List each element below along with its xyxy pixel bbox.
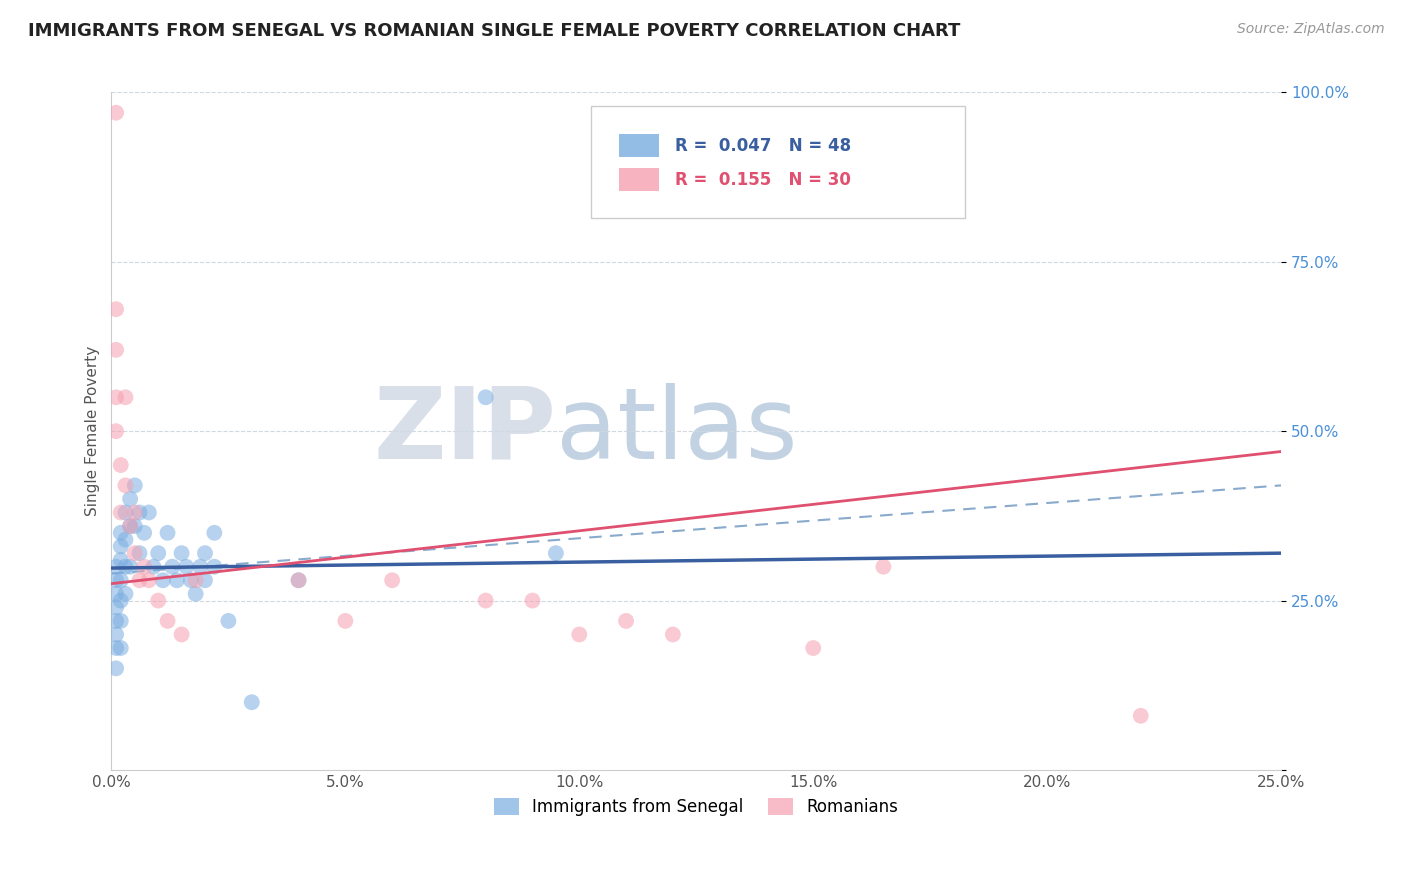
Point <box>180 574 202 588</box>
Point <box>105 600 128 615</box>
Point <box>105 627 128 641</box>
Text: ZIP: ZIP <box>373 383 555 480</box>
Point <box>105 343 128 357</box>
Text: IMMIGRANTS FROM SENEGAL VS ROMANIAN SINGLE FEMALE POVERTY CORRELATION CHART: IMMIGRANTS FROM SENEGAL VS ROMANIAN SING… <box>28 22 960 40</box>
Point <box>160 559 183 574</box>
Point <box>544 546 567 560</box>
Point <box>202 525 225 540</box>
Point <box>202 559 225 574</box>
Point <box>240 695 263 709</box>
Point <box>105 559 128 574</box>
Point <box>138 506 160 520</box>
Point <box>174 559 197 574</box>
Point <box>105 587 128 601</box>
Text: Source: ZipAtlas.com: Source: ZipAtlas.com <box>1237 22 1385 37</box>
Point <box>474 390 496 404</box>
Point <box>148 593 170 607</box>
Point <box>105 390 128 404</box>
Point <box>110 593 132 607</box>
Point <box>184 574 207 588</box>
FancyBboxPatch shape <box>591 106 966 218</box>
Point <box>134 559 156 574</box>
Point <box>614 614 637 628</box>
Point <box>188 559 211 574</box>
Point <box>105 574 128 588</box>
Point <box>142 559 165 574</box>
Point <box>110 540 132 554</box>
FancyBboxPatch shape <box>619 169 659 191</box>
Point <box>114 533 136 547</box>
Point <box>124 506 146 520</box>
Point <box>124 478 146 492</box>
Point <box>156 525 179 540</box>
Point <box>105 105 128 120</box>
Point <box>170 546 193 560</box>
Point <box>128 506 150 520</box>
Point <box>105 424 128 438</box>
Legend: Immigrants from Senegal, Romanians: Immigrants from Senegal, Romanians <box>488 791 905 822</box>
Point <box>287 574 309 588</box>
Point <box>110 574 132 588</box>
Point <box>335 614 357 628</box>
Text: R =  0.155   N = 30: R = 0.155 N = 30 <box>675 170 851 189</box>
Point <box>1129 708 1152 723</box>
Point <box>124 546 146 560</box>
Point <box>105 614 128 628</box>
Point <box>194 546 217 560</box>
Point <box>801 640 824 655</box>
Point <box>110 640 132 655</box>
Point <box>152 574 174 588</box>
Point <box>568 627 591 641</box>
Point <box>184 587 207 601</box>
Point <box>114 506 136 520</box>
Point <box>474 593 496 607</box>
Point <box>166 574 188 588</box>
Point <box>114 390 136 404</box>
Text: R =  0.047   N = 48: R = 0.047 N = 48 <box>675 136 851 155</box>
Point <box>120 491 142 506</box>
Point <box>287 574 309 588</box>
Point <box>114 559 136 574</box>
Point <box>105 661 128 675</box>
Point <box>105 302 128 317</box>
Point <box>114 587 136 601</box>
Point <box>110 614 132 628</box>
Point <box>128 546 150 560</box>
Point <box>114 478 136 492</box>
Point <box>110 458 132 472</box>
Text: atlas: atlas <box>555 383 797 480</box>
Point <box>148 546 170 560</box>
Point <box>662 627 685 641</box>
Point <box>522 593 544 607</box>
Point <box>138 574 160 588</box>
FancyBboxPatch shape <box>619 135 659 157</box>
Point <box>120 519 142 533</box>
Point <box>381 574 404 588</box>
Point <box>124 519 146 533</box>
Point <box>194 574 217 588</box>
Point <box>128 574 150 588</box>
Point <box>110 553 132 567</box>
Point <box>170 627 193 641</box>
Point <box>120 519 142 533</box>
Point <box>156 614 179 628</box>
Point <box>120 559 142 574</box>
Point <box>872 559 894 574</box>
Point <box>110 506 132 520</box>
Point <box>110 525 132 540</box>
Point <box>217 614 239 628</box>
Point <box>134 525 156 540</box>
Y-axis label: Single Female Poverty: Single Female Poverty <box>86 346 100 516</box>
Point <box>105 640 128 655</box>
